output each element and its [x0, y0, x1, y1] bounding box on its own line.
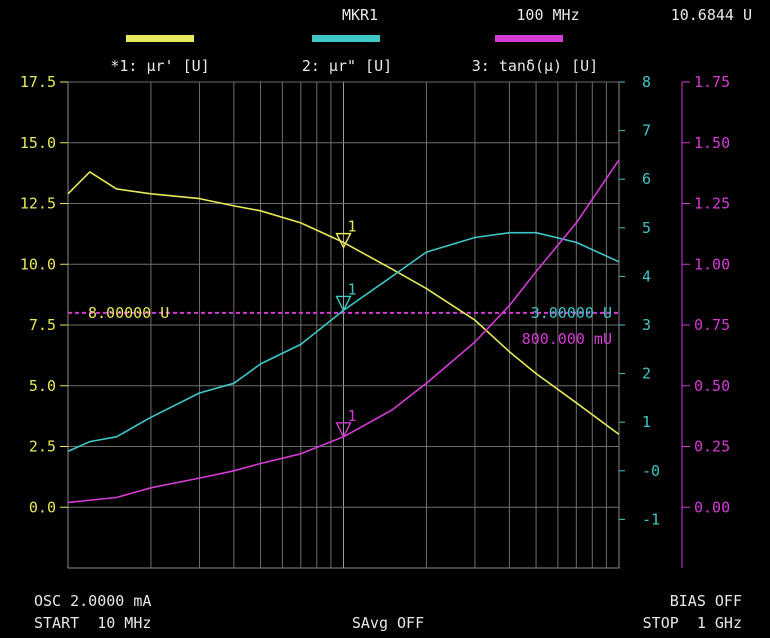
- bias-status: BIAS OFF: [670, 592, 742, 610]
- left-tick-label: 12.5: [20, 195, 56, 213]
- marker-label: MKR1: [342, 6, 378, 24]
- right-tick-label: 0.25: [694, 438, 730, 456]
- left-tick-label: 10.0: [20, 255, 56, 273]
- right-tick-label: 0.75: [694, 316, 730, 334]
- legend-swatch-series-3: [495, 35, 563, 42]
- marker-group: 1 1 1: [335, 218, 357, 439]
- right-tick-label: 1.00: [694, 255, 730, 273]
- left-tick-label: 5.0: [29, 377, 56, 395]
- left-tick-label: 7.5: [29, 316, 56, 334]
- right-tick-label: 0.00: [694, 498, 730, 516]
- middle-tick-label: 1: [642, 413, 651, 431]
- right-tick-label: 1.50: [694, 134, 730, 152]
- left-axis: 17.5 15.0 12.5 10.0 7.5 5.0 2.5 0.0: [20, 73, 68, 516]
- left-tick-label: 15.0: [20, 134, 56, 152]
- plot-grid: [68, 81, 619, 568]
- right-tick-label: 1.75: [694, 73, 730, 91]
- middle-tick-label: -1: [642, 510, 660, 528]
- stop-frequency: STOP 1 GHz: [643, 614, 742, 632]
- ref-annotation-series-3: 800.000 mU: [522, 330, 612, 348]
- right-axis: 1.75 1.50 1.25 1.00 0.75 0.50 0.25 0.00: [681, 73, 730, 568]
- marker-2-triangle: [335, 295, 352, 312]
- middle-tick-label: 4: [642, 267, 651, 285]
- middle-tick-label: 6: [642, 170, 651, 188]
- ref-annotation-series-2: 3.00000 U: [531, 304, 612, 322]
- middle-tick-label: 7: [642, 122, 651, 140]
- middle-tick-label: 5: [642, 219, 651, 237]
- sweep-average-status: SAvg OFF: [352, 614, 424, 632]
- legend-series-2: 2: μr" [U]: [302, 57, 392, 75]
- right-tick-label: 1.25: [694, 195, 730, 213]
- marker-frequency: 100 MHz: [516, 6, 579, 24]
- legend-series-3: 3: tanδ(μ) [U]: [472, 57, 598, 75]
- left-tick-label: 17.5: [20, 73, 56, 91]
- legend-series-1: *1: μr' [U]: [110, 57, 209, 75]
- marker-1-triangle: [335, 232, 352, 250]
- marker-1-label: 1: [348, 218, 357, 236]
- ref-annotation-series-1: 8.00000 U: [88, 304, 169, 322]
- middle-axis: 8 7 6 5 4 3 2 1 -0 -1: [619, 73, 660, 528]
- osc-level: OSC 2.0000 mA: [34, 592, 151, 610]
- start-frequency: START 10 MHz: [34, 614, 151, 632]
- middle-tick-label: 3: [642, 316, 651, 334]
- right-tick-label: 0.50: [694, 377, 730, 395]
- series-2-line: [67, 231, 620, 453]
- left-tick-label: 2.5: [29, 438, 56, 456]
- marker-2-label: 1: [348, 280, 357, 298]
- marker-3-triangle: [335, 422, 352, 439]
- middle-tick-label: -0: [642, 462, 660, 480]
- series-1-line: [67, 171, 620, 436]
- middle-tick-label: 8: [642, 73, 651, 91]
- legend-swatch-series-2: [312, 35, 380, 42]
- marker-3-label: 1: [348, 407, 357, 425]
- legend-swatch-series-1: [126, 35, 194, 42]
- left-tick-label: 0.0: [29, 498, 56, 516]
- marker-value: 10.6844 U: [671, 6, 752, 24]
- middle-tick-label: 2: [642, 365, 651, 383]
